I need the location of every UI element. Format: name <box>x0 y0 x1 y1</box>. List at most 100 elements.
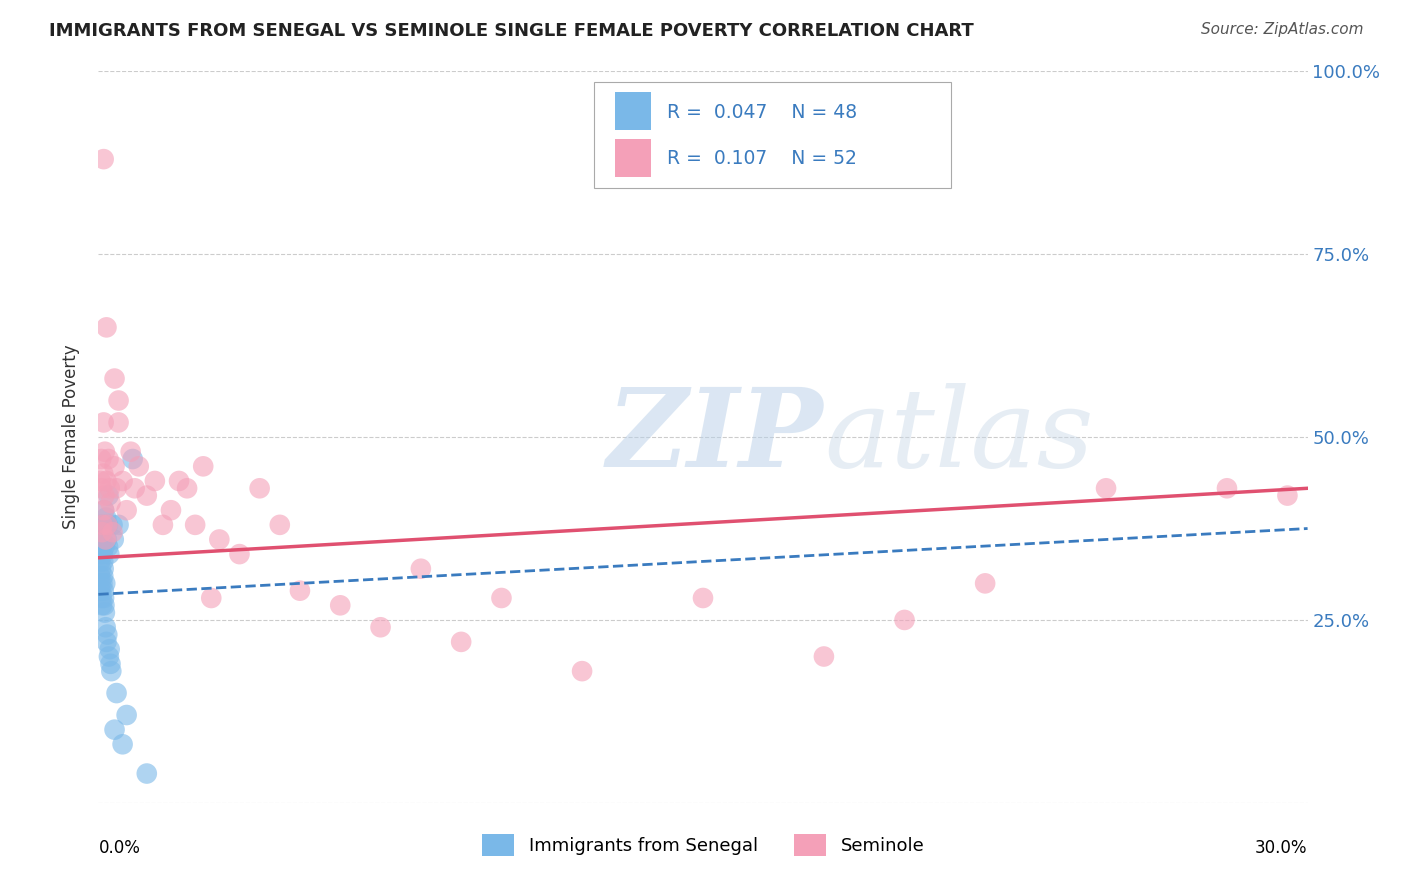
Point <box>111 737 134 751</box>
Point <box>184 517 207 532</box>
Point <box>288 583 311 598</box>
Point <box>91 599 114 613</box>
Point <box>121 452 143 467</box>
Point <box>90 517 112 532</box>
Point <box>105 686 128 700</box>
Point <box>571 664 593 678</box>
Point <box>90 562 112 576</box>
Point <box>152 517 174 532</box>
Point <box>97 517 120 532</box>
Point <box>91 547 114 561</box>
Point <box>208 533 231 547</box>
Point <box>103 533 125 547</box>
Legend: Immigrants from Senegal, Seminole: Immigrants from Senegal, Seminole <box>482 834 924 856</box>
Point <box>135 766 157 780</box>
Point <box>98 642 121 657</box>
Point <box>91 576 114 591</box>
Text: R =  0.107    N = 52: R = 0.107 N = 52 <box>666 149 856 168</box>
Point <box>97 489 120 503</box>
Point <box>249 481 271 495</box>
Point <box>1216 481 1239 495</box>
Point <box>96 533 118 547</box>
Point <box>974 576 997 591</box>
Point <box>91 517 114 532</box>
Bar <box>614 93 651 130</box>
Point <box>107 416 129 430</box>
Point <box>103 371 125 385</box>
Point <box>93 489 115 503</box>
Point <box>101 525 124 540</box>
Point <box>269 517 291 532</box>
Point <box>124 481 146 495</box>
Point <box>93 503 115 517</box>
Point <box>97 540 120 554</box>
Point <box>89 533 111 547</box>
Point <box>103 459 125 474</box>
Point <box>90 591 112 605</box>
Point <box>96 474 118 488</box>
Point <box>93 599 115 613</box>
Point <box>128 459 150 474</box>
Bar <box>614 139 651 177</box>
Point <box>96 320 118 334</box>
Point <box>90 540 112 554</box>
Point <box>893 613 915 627</box>
Point <box>93 583 115 598</box>
Point <box>90 525 112 540</box>
Point <box>89 474 111 488</box>
Point <box>89 576 111 591</box>
Point <box>89 583 111 598</box>
Text: atlas: atlas <box>824 384 1094 491</box>
Point <box>93 416 115 430</box>
Point <box>111 474 134 488</box>
Point <box>193 459 215 474</box>
Point <box>167 474 190 488</box>
Point <box>176 481 198 495</box>
Point <box>94 533 117 547</box>
Text: 0.0%: 0.0% <box>98 839 141 857</box>
Point <box>91 533 114 547</box>
Point <box>96 635 118 649</box>
Point <box>97 452 120 467</box>
Point <box>101 517 124 532</box>
Point <box>91 517 114 532</box>
Point <box>115 503 138 517</box>
Point <box>1095 481 1118 495</box>
Point <box>91 554 114 568</box>
Point <box>105 481 128 495</box>
Point <box>107 517 129 532</box>
Point <box>450 635 472 649</box>
Point <box>228 547 250 561</box>
Point <box>97 649 120 664</box>
Point <box>103 723 125 737</box>
Point <box>100 657 122 671</box>
Point <box>409 562 432 576</box>
Point <box>143 474 166 488</box>
Point <box>93 152 115 166</box>
Point <box>90 452 112 467</box>
Point <box>1277 489 1299 503</box>
Point <box>120 444 142 458</box>
Point <box>200 591 222 605</box>
Point <box>692 591 714 605</box>
Point <box>91 569 114 583</box>
Text: R =  0.047    N = 48: R = 0.047 N = 48 <box>666 103 856 122</box>
Point <box>89 569 111 583</box>
Text: IMMIGRANTS FROM SENEGAL VS SEMINOLE SINGLE FEMALE POVERTY CORRELATION CHART: IMMIGRANTS FROM SENEGAL VS SEMINOLE SING… <box>49 22 974 40</box>
Point <box>91 525 114 540</box>
Point <box>90 481 112 495</box>
Point <box>98 547 121 561</box>
Point <box>93 503 115 517</box>
Point <box>94 444 117 458</box>
Point <box>100 664 122 678</box>
Point <box>115 708 138 723</box>
Point <box>93 540 115 554</box>
Point <box>94 510 117 524</box>
Point <box>107 393 129 408</box>
Text: 30.0%: 30.0% <box>1256 839 1308 857</box>
Text: Source: ZipAtlas.com: Source: ZipAtlas.com <box>1201 22 1364 37</box>
Point <box>135 489 157 503</box>
Text: ZIP: ZIP <box>606 384 823 491</box>
Point <box>94 606 117 620</box>
Y-axis label: Single Female Poverty: Single Female Poverty <box>62 345 80 529</box>
